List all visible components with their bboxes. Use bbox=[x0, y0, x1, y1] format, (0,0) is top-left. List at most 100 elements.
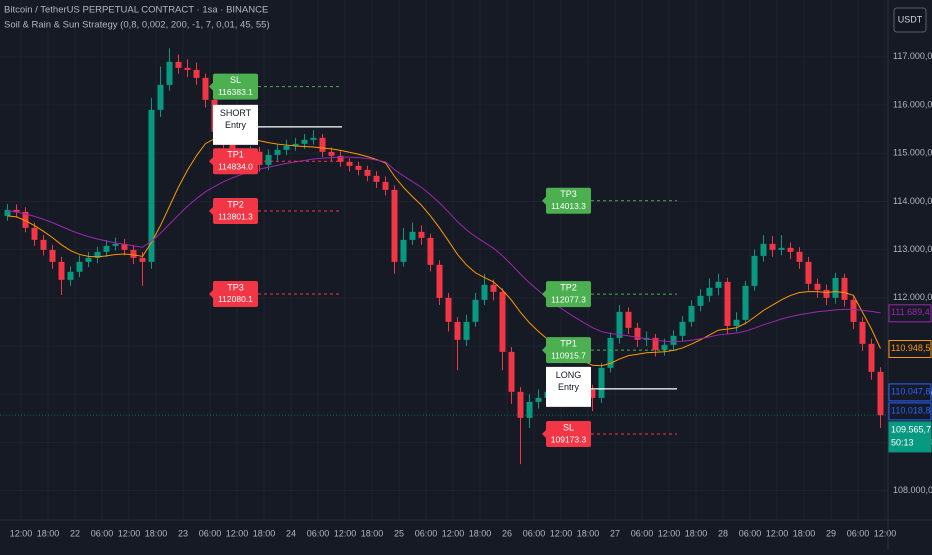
level-pointer bbox=[542, 346, 546, 355]
x-tick-label: 18:00 bbox=[37, 528, 60, 538]
candle-body bbox=[328, 151, 335, 156]
candle-body bbox=[337, 155, 344, 162]
x-tick-label: 06:00 bbox=[847, 528, 870, 538]
candle-body bbox=[463, 321, 470, 340]
currency-button-label[interactable]: USDT bbox=[898, 14, 923, 24]
candle-body bbox=[346, 161, 353, 166]
y-tick-label: 108.000,0 bbox=[893, 485, 932, 495]
candle-body bbox=[517, 391, 524, 418]
x-tick-label: 18:00 bbox=[469, 528, 492, 538]
level-value: 116383.1 bbox=[218, 87, 253, 97]
candle-body bbox=[526, 401, 533, 418]
candle-body bbox=[787, 247, 794, 252]
level-box bbox=[546, 281, 591, 308]
candle-body bbox=[391, 189, 398, 262]
candle-body bbox=[472, 299, 479, 322]
chart-title: Bitcoin / TetherUS PERPETUAL CONTRACT · … bbox=[4, 5, 268, 16]
price-countdown: 50:13 bbox=[891, 437, 914, 447]
candle-body bbox=[481, 284, 488, 300]
candle-body bbox=[499, 291, 506, 352]
candle-body bbox=[796, 251, 803, 262]
level-pointer bbox=[542, 290, 546, 299]
candle-body bbox=[751, 255, 758, 286]
candle-body bbox=[265, 154, 272, 165]
candle-body bbox=[697, 295, 704, 306]
level-pointer bbox=[542, 196, 546, 205]
candle-body bbox=[139, 257, 146, 262]
candle-body bbox=[409, 231, 416, 240]
candle-body bbox=[283, 145, 290, 150]
candle-body bbox=[418, 231, 425, 238]
x-tick-label: 18:00 bbox=[145, 528, 168, 538]
candle-body bbox=[742, 285, 749, 320]
candle-body bbox=[382, 181, 389, 190]
y-tick-label: 114.000,0 bbox=[893, 196, 932, 206]
candle-body bbox=[427, 237, 434, 265]
entry-box bbox=[546, 366, 591, 407]
price-label: 110.948,5 bbox=[891, 343, 930, 353]
x-tick-label: 28 bbox=[718, 528, 728, 538]
x-tick-label: 12:00 bbox=[442, 528, 465, 538]
candle-body bbox=[274, 149, 281, 155]
level-pointer bbox=[209, 157, 213, 166]
candle-body bbox=[76, 261, 83, 272]
candle-body bbox=[364, 169, 371, 176]
level-box bbox=[213, 148, 258, 175]
x-tick-label: 12:00 bbox=[10, 528, 33, 538]
x-tick-label: 12:00 bbox=[118, 528, 141, 538]
candle-body bbox=[535, 397, 542, 402]
candle-body bbox=[652, 337, 659, 350]
entry-label: Entry bbox=[558, 382, 580, 392]
level-name: TP3 bbox=[227, 282, 244, 292]
candle-body bbox=[805, 261, 812, 284]
x-tick-label: 29 bbox=[826, 528, 836, 538]
price-label: 110.047,8 bbox=[891, 386, 930, 396]
price-label: 110.018,8 bbox=[891, 405, 930, 415]
candle-body bbox=[319, 137, 326, 152]
x-tick-label: 18:00 bbox=[361, 528, 384, 538]
y-tick-label: 116.000,0 bbox=[893, 99, 932, 109]
x-tick-label: 12:00 bbox=[226, 528, 249, 538]
candle-body bbox=[103, 245, 110, 252]
y-tick-label: 115.000,0 bbox=[893, 148, 932, 158]
candle-body bbox=[778, 247, 785, 250]
level-pointer bbox=[209, 82, 213, 91]
x-tick-label: 25 bbox=[394, 528, 404, 538]
candle-body bbox=[256, 151, 263, 165]
x-tick-label: 18:00 bbox=[577, 528, 600, 538]
candle-body bbox=[769, 243, 776, 250]
x-tick-label: 23 bbox=[178, 528, 188, 538]
x-tick-label: 06:00 bbox=[199, 528, 222, 538]
level-value: 110915.7 bbox=[551, 350, 586, 360]
x-tick-label: 06:00 bbox=[523, 528, 546, 538]
x-tick-label: 26 bbox=[502, 528, 512, 538]
x-tick-label: 12:00 bbox=[550, 528, 573, 538]
level-box bbox=[546, 187, 591, 214]
x-tick-label: 06:00 bbox=[91, 528, 114, 538]
candle-body bbox=[373, 175, 380, 182]
currency-button[interactable] bbox=[893, 7, 927, 33]
level-pointer bbox=[542, 430, 546, 439]
candle-body bbox=[850, 299, 857, 322]
candle-body bbox=[679, 321, 686, 336]
candle-body bbox=[760, 243, 767, 256]
candle-body bbox=[22, 211, 29, 228]
candle-body bbox=[733, 319, 740, 326]
candle-body bbox=[85, 257, 92, 262]
candle-body bbox=[625, 311, 632, 328]
candle-body bbox=[616, 311, 623, 338]
entry-side: LONG bbox=[556, 370, 582, 380]
candle-body bbox=[31, 227, 38, 240]
candle-body bbox=[292, 143, 299, 146]
x-tick-label: 06:00 bbox=[739, 528, 762, 538]
candle-body bbox=[67, 271, 74, 280]
moving-average-line bbox=[7, 156, 881, 343]
candle-body bbox=[598, 367, 605, 398]
x-tick-label: 06:00 bbox=[307, 528, 330, 538]
x-tick-label: 06:00 bbox=[631, 528, 654, 538]
candle-body bbox=[724, 281, 731, 326]
candle-body bbox=[688, 305, 695, 322]
x-tick-label: 18:00 bbox=[685, 528, 708, 538]
